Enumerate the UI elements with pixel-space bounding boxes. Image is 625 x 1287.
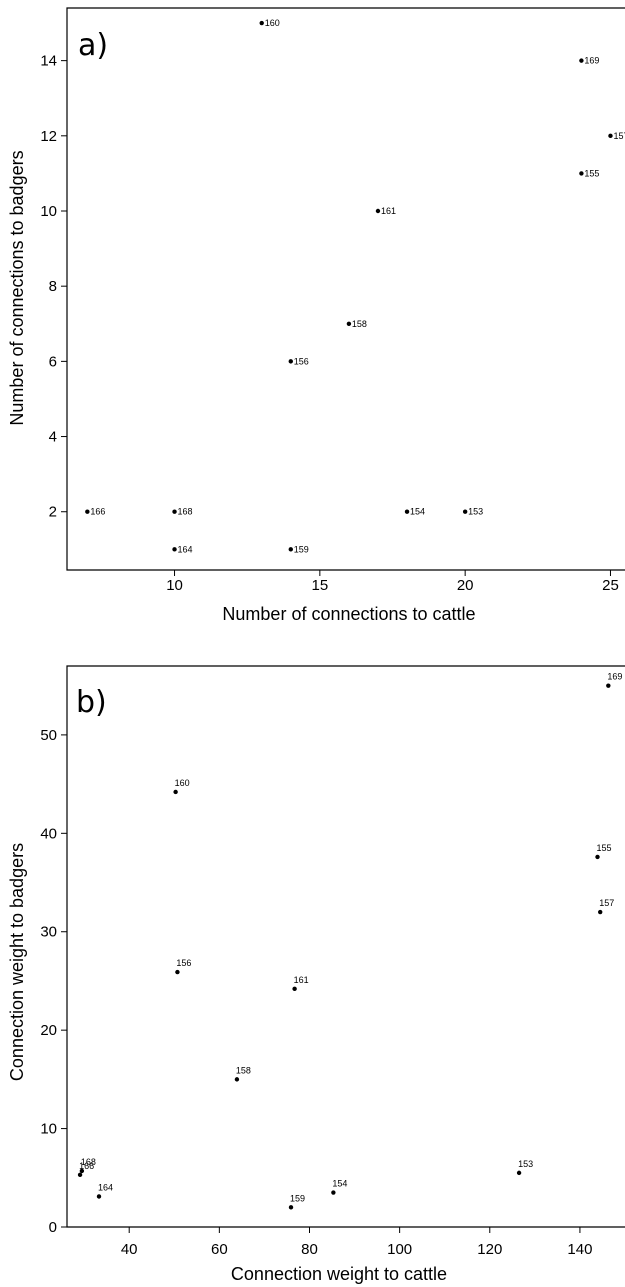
- data-point-label-158: 158: [236, 1065, 251, 1075]
- data-point-156: [288, 359, 293, 364]
- data-point-label-168: 168: [81, 1157, 96, 1167]
- data-point-156: [175, 969, 180, 975]
- data-point-label-153: 153: [468, 507, 483, 517]
- data-point-label-157: 157: [599, 898, 614, 908]
- data-point-155: [595, 854, 600, 860]
- panel-a-x-axis-title: Number of connections to cattle: [222, 604, 475, 624]
- data-point-label-169: 169: [584, 56, 599, 66]
- y-tick-label: 2: [49, 504, 57, 521]
- panel-b-x-axis-title: Connection weight to cattle: [231, 1264, 447, 1284]
- data-point-label-164: 164: [178, 544, 193, 554]
- x-tick-label: 60: [211, 1241, 228, 1258]
- data-point-166: [85, 509, 90, 514]
- y-tick-label: 50: [40, 727, 57, 744]
- data-point-label-154: 154: [410, 507, 425, 517]
- y-tick-label: 4: [49, 429, 57, 446]
- y-tick-label: 0: [49, 1219, 57, 1236]
- panel-a-frame: [66, 7, 625, 571]
- data-point-label-158: 158: [352, 319, 367, 329]
- data-point-164: [172, 547, 177, 552]
- data-point-label-156: 156: [294, 356, 309, 366]
- y-tick-label: 30: [40, 924, 57, 941]
- data-point-157: [598, 909, 603, 915]
- panel-b-y-axis-title: Connection weight to badgers: [7, 843, 27, 1081]
- data-point-158: [346, 321, 352, 326]
- data-point-169: [606, 683, 611, 688]
- data-point-168: [79, 1168, 85, 1174]
- data-point-161: [375, 208, 381, 214]
- data-point-label-155: 155: [584, 168, 599, 178]
- y-tick-label: 14: [40, 53, 57, 70]
- x-tick-label: 40: [121, 1241, 138, 1258]
- data-point-164: [96, 1194, 102, 1199]
- x-tick-label: 15: [312, 577, 329, 594]
- panel-a-ticks: 10 15 20 25 2 4 6 8 10 12 14: [40, 53, 619, 594]
- y-tick-label: 8: [49, 278, 57, 295]
- data-point-169: [579, 58, 584, 63]
- data-point-158: [234, 1077, 240, 1082]
- data-point-label-159: 159: [294, 544, 309, 554]
- panel-b-label: b): [76, 685, 107, 720]
- data-point-159: [288, 1205, 294, 1210]
- data-point-label-154: 154: [332, 1179, 347, 1189]
- data-point-160: [173, 789, 178, 795]
- y-tick-label: 10: [40, 1121, 57, 1138]
- data-point-label-166: 166: [90, 507, 105, 517]
- data-point-154: [404, 509, 410, 514]
- data-point-label-155: 155: [597, 843, 612, 853]
- panel-b-frame: [66, 665, 625, 1228]
- data-point-label-153: 153: [518, 1159, 533, 1169]
- data-point-168: [172, 509, 177, 514]
- x-tick-label: 140: [567, 1241, 592, 1258]
- y-tick-label: 20: [40, 1022, 57, 1039]
- panel-b-points: 169 160 155 157 156 161 158 168 153 166 154 164 159: [77, 672, 622, 1210]
- y-tick-label: 40: [40, 825, 57, 842]
- data-point-159: [288, 547, 293, 552]
- data-point-157: [608, 133, 613, 139]
- panel-a-scatter: 10 15 20 25 2 4 6 8 10 12 14 160 169 157 155 161 158 156…: [7, 7, 625, 624]
- data-point-161: [292, 986, 297, 992]
- panel-b-ticks: 40 60 80 100 120 140 0 10 20 30 40 50: [40, 727, 592, 1258]
- data-point-label-168: 168: [178, 507, 193, 517]
- x-tick-label: 25: [602, 577, 619, 594]
- x-tick-label: 10: [166, 577, 183, 594]
- y-tick-label: 6: [49, 353, 57, 370]
- panel-a-points: 160 169 157 155 161 158 156 166 168 154 153 164 159: [85, 18, 625, 554]
- data-point-153: [516, 1170, 522, 1176]
- data-point-label-169: 169: [607, 672, 622, 682]
- x-tick-label: 120: [477, 1241, 502, 1258]
- data-point-label-160: 160: [265, 18, 280, 28]
- data-point-label-156: 156: [176, 958, 191, 968]
- panel-a-y-axis-title: Number of connections to badgers: [7, 150, 27, 425]
- data-point-153: [462, 509, 468, 514]
- data-point-166: [77, 1172, 83, 1178]
- data-point-160: [259, 20, 264, 26]
- data-point-label-159: 159: [290, 1193, 305, 1203]
- data-point-154: [331, 1190, 336, 1195]
- data-point-label-157: 157: [613, 131, 625, 141]
- x-tick-label: 80: [301, 1241, 318, 1258]
- x-tick-label: 20: [457, 577, 474, 594]
- panel-a-label: a): [78, 28, 108, 63]
- y-tick-label: 12: [40, 128, 57, 145]
- data-point-155: [579, 171, 584, 176]
- x-tick-label: 100: [387, 1241, 412, 1258]
- y-tick-label: 10: [40, 203, 57, 220]
- data-point-label-161: 161: [294, 975, 309, 985]
- data-point-label-164: 164: [98, 1182, 113, 1192]
- data-point-label-161: 161: [381, 206, 396, 216]
- data-point-label-160: 160: [175, 778, 190, 788]
- data-point-label-166: 166: [79, 1161, 94, 1171]
